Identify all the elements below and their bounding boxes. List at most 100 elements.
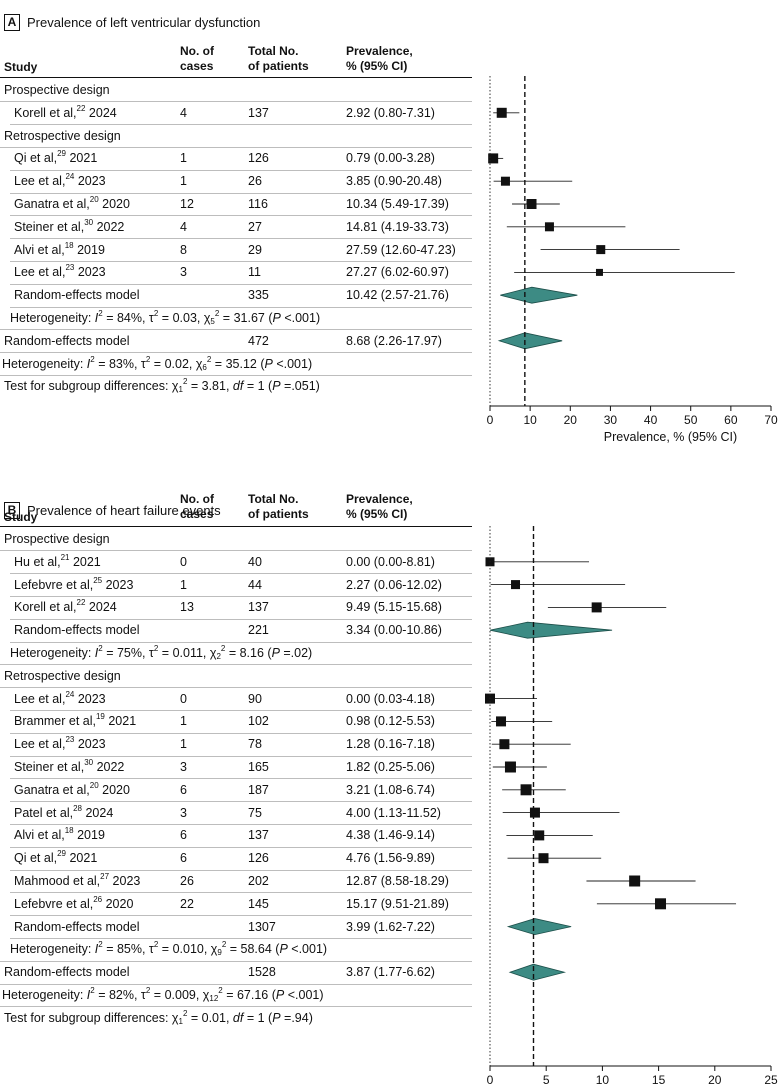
- row-rule: [0, 374, 472, 376]
- panel-b-plot: 0510152025Prevalence, % (95% CI): [485, 526, 778, 1087]
- study-cases: 6: [180, 828, 187, 843]
- study-row: Hu et al,21 2021 0 40 0.00 (0.00-8.81): [0, 551, 472, 573]
- col-header-total-b-line1: Total No.: [248, 492, 299, 506]
- study-name: Brammer et al,19 2021: [14, 712, 137, 729]
- study-row: Lefebvre et al,25 2023 1 44 2.27 (0.06-12.0…: [0, 574, 472, 596]
- heterogeneity-row: Heterogeneity: I2 = 85%, τ2 = 0.010, χ92…: [0, 938, 472, 960]
- study-row: Steiner et al,30 2022 4 27 14.81 (4.19-33.7…: [0, 216, 472, 238]
- x-tick-label: 0: [487, 413, 494, 427]
- study-cases: 3: [180, 265, 187, 280]
- study-estimate-marker: [596, 245, 606, 255]
- study-estimate-marker: [591, 602, 602, 613]
- col-header-cases-line2: cases: [180, 59, 214, 73]
- study-prevalence-ci: 0.00 (0.03-4.18): [346, 691, 435, 706]
- col-header-prevalence-b-line1: Prevalence,: [346, 492, 413, 506]
- study-row: Lefebvre et al,26 2020 22 145 15.17 (9.51-2…: [0, 893, 472, 915]
- subgroup-pooled-diamond: [489, 621, 613, 639]
- row-rule: [10, 124, 472, 126]
- subgroup-label: Retrospective design: [4, 128, 121, 143]
- subgroup-pooled-diamond: [506, 918, 572, 936]
- row-rule: [10, 641, 472, 643]
- study-total: 11: [248, 265, 261, 280]
- row-rule: [0, 960, 472, 962]
- row-rule: [10, 732, 472, 734]
- study-estimate-marker: [504, 761, 516, 773]
- study-total: 75: [248, 805, 262, 820]
- study-row: Lee et al,24 2023 0 90 0.00 (0.03-4.18): [0, 688, 472, 710]
- study-row: Lee et al,23 2023 3 11 27.27 (6.02-60.97): [0, 261, 472, 283]
- study-cases: 6: [180, 782, 187, 797]
- model-prevalence-ci: 8.68 (2.26-17.97): [346, 333, 442, 348]
- study-cases: 4: [180, 219, 187, 234]
- model-total: 1307: [248, 919, 276, 934]
- study-prevalence-ci: 2.27 (0.06-12.02): [346, 577, 442, 592]
- heterogeneity-text: Heterogeneity: I2 = 82%, τ2 = 0.009, χ12…: [2, 986, 324, 1003]
- study-row: Patel et al,28 2024 3 75 4.00 (1.13-11.52): [0, 802, 472, 824]
- subgroup-random-effects-row: Random-effects model 335 10.42 (2.57-21.76…: [0, 284, 472, 306]
- row-rule: [10, 573, 472, 575]
- model-total: 1528: [248, 965, 276, 980]
- col-header-study: Study: [4, 60, 38, 74]
- overall-pooled-diamond: [508, 963, 567, 981]
- panel-a-forest-plot: A Prevalence of left ventricular dysfunc…: [0, 0, 783, 450]
- study-estimate-marker: [538, 853, 549, 864]
- heterogeneity-row: Heterogeneity: I2 = 84%, τ2 = 0.03, χ52 …: [0, 307, 472, 329]
- study-cases: 3: [180, 805, 187, 820]
- row-rule: [10, 192, 472, 194]
- row-rule: [10, 801, 472, 803]
- row-rule: [0, 101, 472, 103]
- subgroup-label: Prospective design: [4, 83, 110, 97]
- heterogeneity-text: Heterogeneity: I2 = 83%, τ2 = 0.02, χ62 …: [2, 354, 313, 372]
- col-header-total-b-line2: of patients: [248, 507, 309, 521]
- study-estimate-marker: [595, 268, 603, 276]
- row-rule: [0, 352, 472, 354]
- subgroup-pooled-diamond: [500, 286, 578, 304]
- row-rule: [10, 169, 472, 171]
- study-estimate-marker: [488, 153, 499, 164]
- study-prevalence-ci: 15.17 (9.51-21.89): [346, 896, 449, 911]
- study-total: 29: [248, 242, 262, 257]
- row-rule: [10, 238, 472, 240]
- subgroup-heading: Prospective design: [0, 528, 472, 550]
- x-tick-label: 30: [604, 413, 618, 427]
- row-rule: [0, 664, 472, 666]
- row-rule: [0, 687, 472, 689]
- study-prevalence-ci: 1.28 (0.16-7.18): [346, 737, 435, 752]
- model-prevalence-ci: 3.34 (0.00-10.86): [346, 623, 442, 638]
- header-rule: [0, 526, 472, 527]
- study-row: Brammer et al,19 2021 1 102 0.98 (0.12-5.53…: [0, 710, 472, 732]
- study-total: 44: [248, 577, 262, 592]
- col-header-cases-b-line2: cases: [180, 507, 214, 521]
- subgroup-difference-text: Test for subgroup differences: χ12 = 3.8…: [4, 377, 320, 395]
- model-label: Random-effects model: [14, 919, 140, 934]
- study-cases: 6: [180, 851, 187, 866]
- row-rule: [10, 892, 472, 894]
- study-total: 137: [248, 105, 269, 120]
- study-estimate-marker: [655, 898, 667, 910]
- study-prevalence-ci: 27.59 (12.60-47.23): [346, 242, 456, 257]
- study-name: Ganatra et al,20 2020: [14, 780, 130, 797]
- subgroup-label: Retrospective design: [4, 668, 121, 683]
- study-prevalence-ci: 10.34 (5.49-17.39): [346, 197, 449, 211]
- col-header-prevalence-b-line2: % (95% CI): [346, 507, 408, 521]
- study-total: 27: [248, 219, 262, 234]
- model-prevalence-ci: 3.87 (1.77-6.62): [346, 965, 435, 980]
- study-total: 145: [248, 896, 269, 911]
- study-prevalence-ci: 9.49 (5.15-15.68): [346, 600, 442, 615]
- study-cases: 26: [180, 874, 194, 888]
- row-rule: [10, 595, 472, 597]
- col-header-cases-line1: No. of: [180, 44, 214, 58]
- study-name: Korell et al,22 2024: [14, 103, 117, 120]
- row-rule: [10, 215, 472, 217]
- study-cases: 4: [180, 105, 187, 120]
- subgroup-difference-row: Test for subgroup differences: χ12 = 3.8…: [0, 375, 472, 397]
- subgroup-difference-row: Test for subgroup differences: χ12 = 0.0…: [0, 1007, 472, 1029]
- heterogeneity-text: Heterogeneity: I2 = 75%, τ2 = 0.011, χ22…: [10, 644, 313, 661]
- overall-heterogeneity-row: Heterogeneity: I2 = 82%, τ2 = 0.009, χ12…: [0, 984, 472, 1006]
- study-prevalence-ci: 12.87 (8.58-18.29): [346, 874, 449, 888]
- heterogeneity-text: Heterogeneity: I2 = 85%, τ2 = 0.010, χ92…: [10, 940, 328, 958]
- study-cases: 8: [180, 242, 187, 257]
- panel-a-letter: A: [4, 14, 20, 31]
- heterogeneity-row: Heterogeneity: I2 = 75%, τ2 = 0.011, χ22…: [0, 642, 472, 664]
- x-tick-label: 70: [764, 413, 778, 427]
